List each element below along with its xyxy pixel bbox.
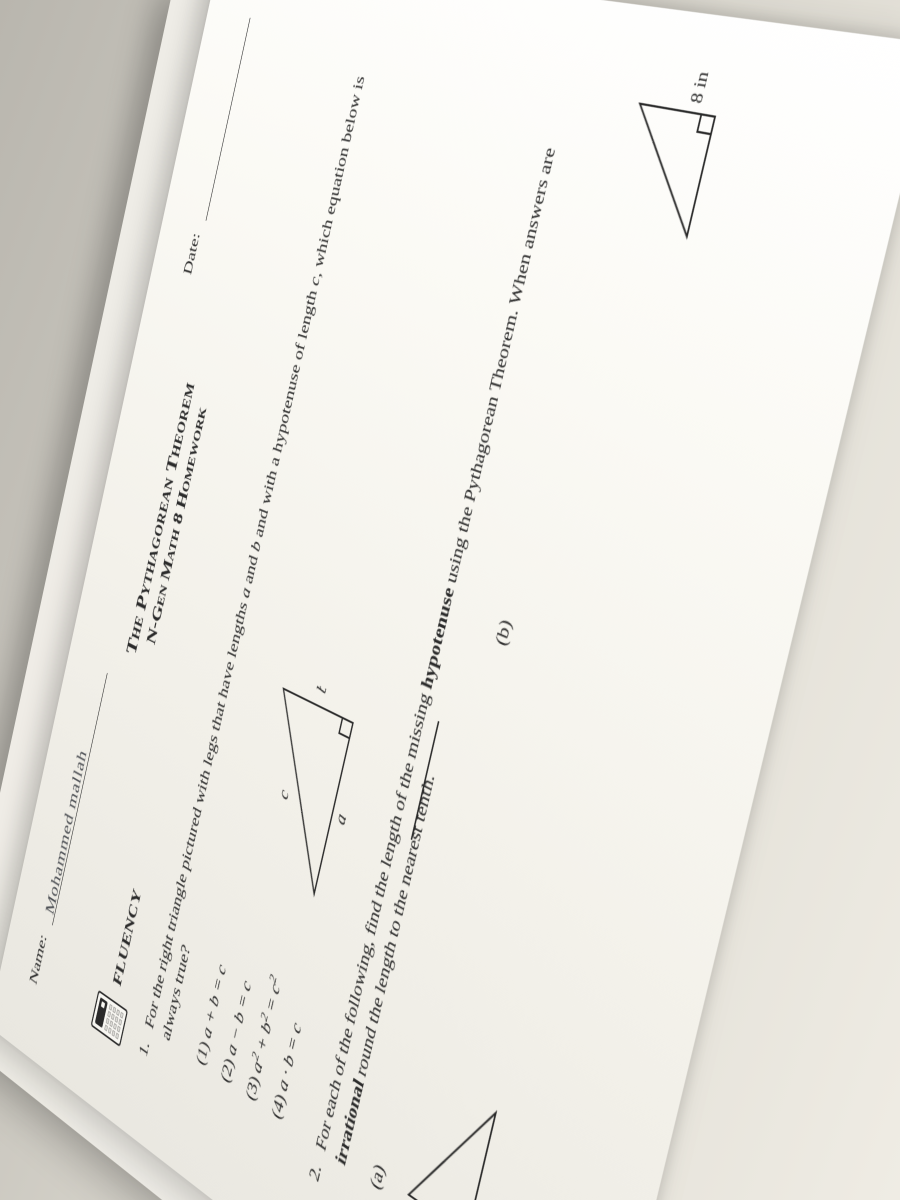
q2b-side-label: 8 in	[685, 70, 716, 105]
tri-label-c: c	[276, 786, 291, 802]
q1-triangle: a b c	[230, 664, 370, 920]
date-label: Date:	[180, 231, 203, 277]
q1-text-b: and	[239, 548, 261, 591]
fluency-label: FLUENCY	[110, 885, 145, 989]
tri-label-b: b	[314, 679, 330, 695]
q2-part-a-label: (a)	[366, 1159, 388, 1193]
q2a-triangle	[395, 1053, 511, 1200]
tri-label-a: a	[333, 810, 349, 828]
q2-part-b: (b) 8 in	[489, 78, 756, 694]
q2-bold-hypotenuse: hypotenuse	[418, 584, 458, 692]
name-label: Name:	[26, 930, 49, 988]
q2b-triangle	[602, 92, 726, 250]
calculator-icon	[91, 990, 128, 1047]
